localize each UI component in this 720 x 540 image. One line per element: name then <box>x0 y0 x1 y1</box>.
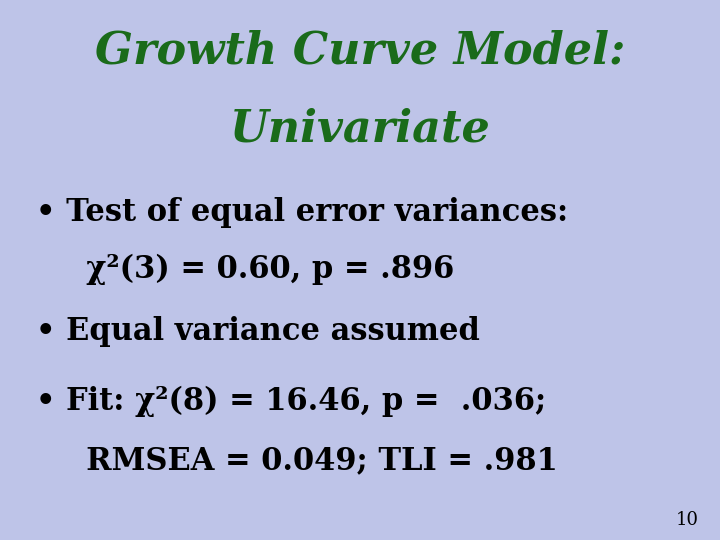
Text: • Equal variance assumed: • Equal variance assumed <box>36 316 480 347</box>
Text: • Fit: χ²(8) = 16.46, p =  .036;: • Fit: χ²(8) = 16.46, p = .036; <box>36 386 546 417</box>
Text: χ²(3) = 0.60, p = .896: χ²(3) = 0.60, p = .896 <box>65 254 454 285</box>
Text: RMSEA = 0.049; TLI = .981: RMSEA = 0.049; TLI = .981 <box>65 446 557 476</box>
Text: • Test of equal error variances:: • Test of equal error variances: <box>36 197 568 228</box>
Text: Univariate: Univariate <box>230 108 490 151</box>
Text: 10: 10 <box>675 511 698 529</box>
Text: Growth Curve Model:: Growth Curve Model: <box>95 30 625 73</box>
